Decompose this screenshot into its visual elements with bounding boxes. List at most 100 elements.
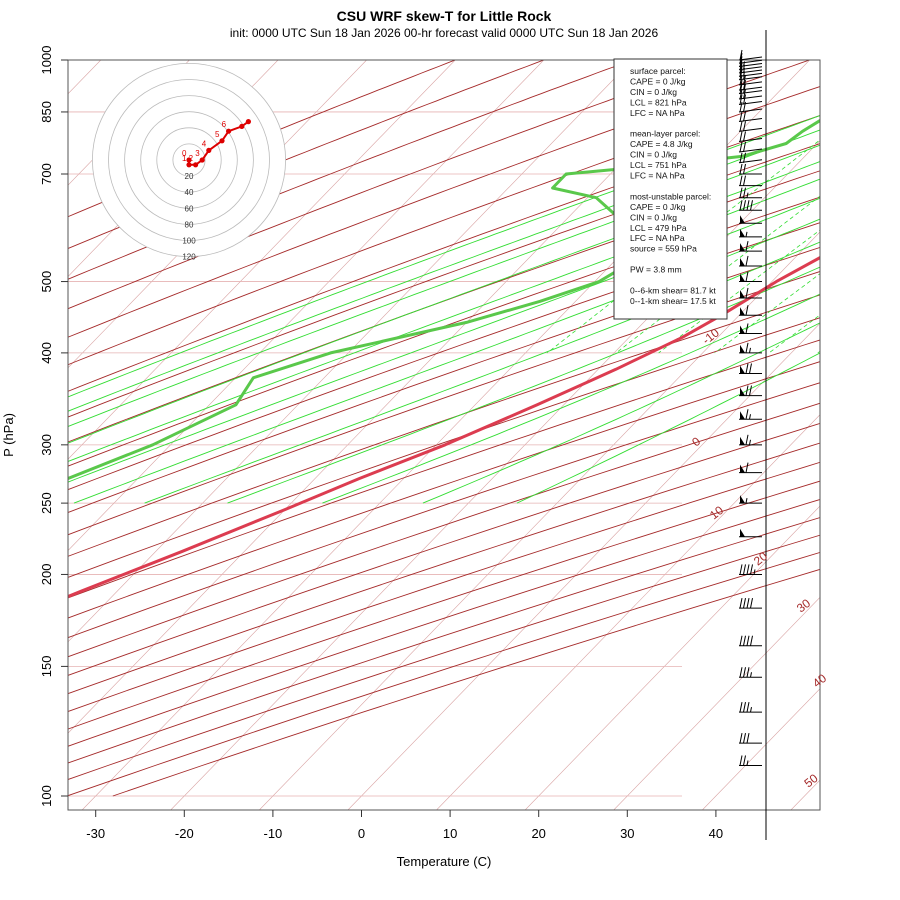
- wind-barb-flag: [743, 80, 746, 91]
- wind-barb-flag: [746, 667, 750, 678]
- info-line: CAPE = 4.8 J/kg: [630, 139, 693, 149]
- hodograph-ring-label: 60: [185, 204, 194, 213]
- wind-barb: [739, 175, 762, 187]
- wind-barb-pennant: [740, 528, 745, 537]
- wind-barb: [738, 83, 763, 95]
- wind-barb: [739, 271, 762, 283]
- x-tick-label: 20: [531, 826, 545, 841]
- moist-adiabat: [68, 115, 820, 398]
- hodograph-ring: [140, 111, 238, 209]
- wind-barb-flag: [745, 240, 749, 252]
- wind-barb-flag: [746, 598, 750, 609]
- wind-barb-flag: [739, 66, 743, 77]
- info-line: CAPE = 0 J/kg: [630, 76, 686, 86]
- wind-barb-flag: [739, 59, 743, 70]
- wind-barb: [739, 163, 762, 175]
- wind-barb-shaft: [738, 137, 763, 142]
- dry-adiabat: [68, 86, 820, 366]
- moist-adiabat: [68, 178, 820, 462]
- info-line: 0--1-km shear= 17.5 kt: [630, 296, 716, 306]
- wind-barb-pennant: [740, 228, 745, 237]
- hodograph-point-label: 5: [215, 130, 220, 139]
- isotherm-line: [68, 60, 633, 643]
- wind-barb-shaft: [738, 81, 763, 86]
- wind-barb-pennant: [740, 307, 745, 316]
- hodograph-point: [193, 162, 199, 168]
- dry-adiabat: [68, 339, 820, 599]
- wind-barb-flag: [739, 564, 743, 575]
- wind-barb-half: [749, 414, 751, 420]
- wind-barb: [739, 755, 762, 767]
- x-tick-label: 30: [620, 826, 634, 841]
- hodograph-point: [245, 119, 251, 125]
- info-line: source = 559 hPa: [630, 244, 697, 254]
- wind-barb: [739, 528, 762, 538]
- wind-barb: [739, 702, 762, 713]
- wind-barb-flag: [743, 175, 746, 186]
- wind-barb: [739, 462, 762, 474]
- wind-barb-flag: [739, 101, 743, 113]
- wind-barb: [738, 53, 763, 64]
- info-line: LFC = NA hPa: [630, 171, 685, 181]
- dry-adiabat: [68, 60, 546, 250]
- hodograph-point: [186, 157, 192, 163]
- wind-barb-flag: [743, 94, 746, 105]
- wind-barb: [739, 732, 762, 744]
- dry-adiabat: [68, 422, 820, 676]
- y-tick-label: 100: [39, 785, 54, 807]
- wind-barb-half: [743, 64, 745, 70]
- wind-barb-pennant: [740, 325, 745, 334]
- wind-barb-flag: [743, 74, 746, 86]
- wind-barb-flag: [739, 74, 743, 86]
- wind-barb-flag: [745, 271, 749, 282]
- wind-barb-flag: [739, 49, 743, 61]
- wind-barb-flag: [739, 702, 743, 713]
- hodograph-point-label: 3: [195, 149, 200, 158]
- wind-barb: [738, 56, 763, 67]
- wind-barb-flag: [739, 94, 743, 105]
- hodograph-point: [219, 138, 225, 144]
- wind-barb-flag: [739, 83, 743, 94]
- wind-barb-half: [746, 760, 749, 766]
- wind-barb-flag: [743, 635, 746, 646]
- wind-barb-shaft: [738, 117, 763, 122]
- wind-barb: [738, 80, 763, 91]
- wind-barb-flag: [739, 121, 743, 132]
- wind-barb: [739, 187, 762, 199]
- x-tick-label: 40: [709, 826, 723, 841]
- wind-barb: [738, 69, 763, 81]
- wind-barb-flag: [750, 564, 753, 575]
- wind-barb-flag: [743, 564, 746, 575]
- y-tick-label: 400: [39, 342, 54, 364]
- wind-barb-flag: [746, 564, 750, 575]
- wind-barb-shaft: [738, 127, 763, 132]
- wind-barb-flag: [749, 363, 752, 374]
- hodograph-point: [206, 147, 212, 153]
- isotherm-line: [524, 505, 820, 810]
- wind-barb-flag: [745, 323, 749, 334]
- wind-barb-flag: [739, 53, 743, 64]
- hodograph-point-label: 6: [222, 120, 227, 129]
- wind-barb-shaft: [738, 148, 763, 153]
- hodograph-point-label: 4: [202, 139, 207, 148]
- wind-barb-flag: [746, 635, 750, 646]
- wind-barb-shaft: [738, 76, 763, 81]
- wind-barb-flag: [743, 732, 746, 744]
- wind-barb: [739, 385, 762, 397]
- wind-barb-flag: [739, 200, 743, 211]
- wind-barb-pennant: [740, 436, 745, 445]
- y-tick-label: 300: [39, 434, 54, 456]
- wind-barb: [739, 434, 762, 446]
- y-tick-label: 700: [39, 163, 54, 185]
- wind-barb-shaft: [738, 86, 763, 91]
- wind-barb-pennant: [740, 243, 745, 252]
- y-tick-label: 1000: [39, 46, 54, 75]
- wind-barb-flag: [739, 80, 743, 91]
- wind-barb-flag: [745, 305, 749, 316]
- info-line: 0--6-km shear= 81.7 kt: [630, 285, 716, 295]
- moist-adiabat: [322, 293, 820, 504]
- wind-barb-half: [743, 67, 745, 74]
- info-line: LFC = NA hPa: [630, 233, 685, 243]
- wind-barb-half: [746, 192, 749, 198]
